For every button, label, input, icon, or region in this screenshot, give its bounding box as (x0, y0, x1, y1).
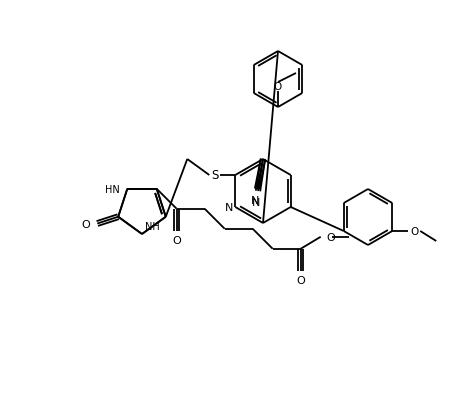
Text: HN: HN (105, 184, 119, 194)
Text: NH: NH (145, 221, 160, 231)
Text: O: O (82, 219, 90, 229)
Text: S: S (212, 169, 219, 182)
Text: N: N (251, 196, 259, 205)
Text: O: O (172, 235, 181, 245)
Text: O: O (274, 82, 282, 92)
Text: N: N (225, 203, 233, 213)
Text: O: O (327, 232, 336, 242)
Text: O: O (410, 227, 419, 237)
Text: O: O (296, 275, 305, 285)
Text: N: N (252, 198, 260, 207)
